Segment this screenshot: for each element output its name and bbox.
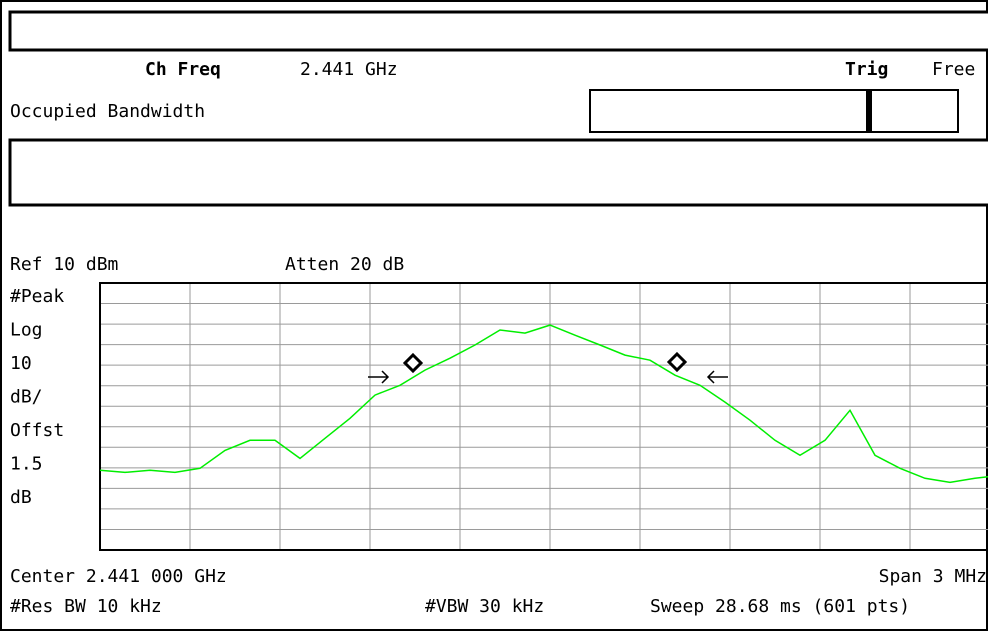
marker [666,351,688,373]
span: Span 3 MHz [879,566,987,587]
trig-label: Trig [845,59,888,80]
ch-freq-label: Ch Freq [145,59,221,80]
scale-label: dB/ [10,387,43,408]
obw-arrow [706,370,728,384]
plot-border [99,282,988,551]
sweep: Sweep 28.68 ms (601 pts) [650,596,910,617]
graticule [100,283,988,550]
scale-label: #Peak [10,286,64,307]
scale-label: Log [10,320,43,341]
message-box [8,138,988,207]
res-bw: #Res BW 10 kHz [10,596,162,617]
measurement-name: Occupied Bandwidth [10,101,205,122]
center-freq: Center 2.441 000 GHz [10,566,227,587]
attenuation: Atten 20 dB [285,254,404,275]
trig-value: Free [932,59,975,80]
title-box [8,10,988,52]
ref-level: Ref 10 dBm [10,254,118,275]
scale-label: 1.5 [10,454,43,475]
trace [99,324,988,484]
ch-freq-value: 2.441 GHz [300,59,398,80]
progress-box [589,89,959,133]
vbw: #VBW 30 kHz [425,596,544,617]
scale-label: dB [10,487,32,508]
left-labels: #Peak Log 10 dB/Offst 1.5 dB [10,286,64,508]
scale-label: 10 [10,353,32,374]
progress-bar [866,90,872,132]
obw-arrow [368,370,390,384]
marker [402,352,424,374]
scale-label: Offst [10,420,64,441]
